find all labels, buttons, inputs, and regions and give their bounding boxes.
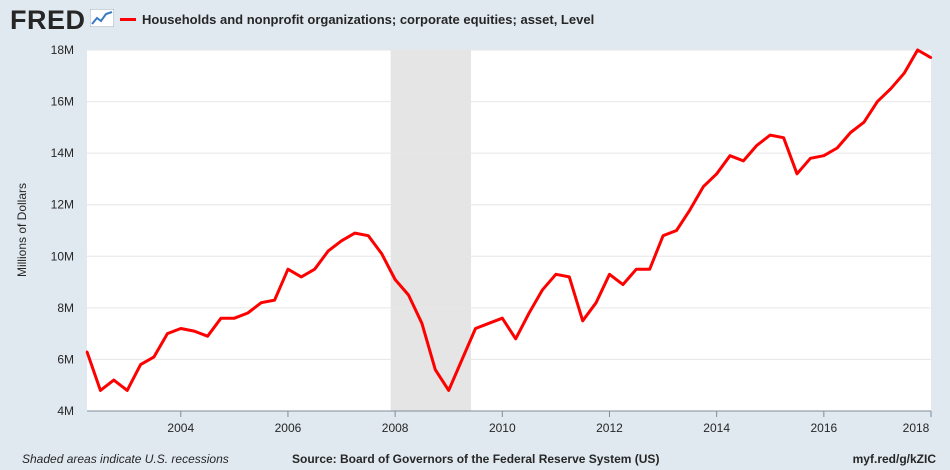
data-point (85, 350, 89, 353)
data-point (876, 100, 879, 103)
x-tick-label: 2004 (167, 421, 194, 435)
y-axis-label: Millions of Dollars (15, 183, 29, 277)
data-point (407, 293, 410, 297)
x-tick-label: 2006 (275, 421, 302, 435)
x-axis: 2004 2006 2008 2010 2012 2014 2016 2018 (87, 410, 932, 435)
y-tick-label: 4M (57, 404, 74, 418)
data-point (675, 229, 678, 232)
data-point (166, 332, 169, 335)
data-point (460, 358, 464, 361)
y-tick-label: 14M (51, 146, 74, 160)
data-point (635, 267, 638, 271)
data-point (581, 319, 584, 322)
data-point (326, 249, 330, 253)
data-point (554, 273, 558, 276)
y-axis: 4M 6M 8M 10M 12M 14M 16M 18M (51, 43, 74, 418)
x-tick-label: 2016 (810, 421, 837, 435)
data-point (139, 363, 142, 366)
data-point (313, 267, 316, 271)
data-point (179, 327, 182, 330)
data-point (340, 239, 343, 243)
data-point (809, 157, 812, 160)
data-point (795, 172, 799, 175)
data-point (621, 283, 625, 286)
series-group (85, 48, 933, 392)
data-point (715, 172, 718, 175)
y-tick-label: 18M (51, 43, 74, 57)
data-point (702, 185, 705, 188)
data-point (192, 329, 196, 333)
data-point (889, 87, 893, 90)
data-point (608, 273, 611, 276)
data-point (300, 275, 303, 279)
x-tick-label: 2008 (382, 421, 409, 435)
data-point (206, 335, 209, 338)
data-point (742, 159, 745, 163)
data-point (541, 288, 544, 292)
x-tick-label: 2010 (489, 421, 516, 435)
data-point (259, 301, 263, 304)
y-tick-label: 12M (51, 198, 74, 212)
data-point (782, 136, 785, 139)
data-point (527, 311, 531, 315)
data-point (273, 298, 276, 302)
data-point (420, 322, 424, 325)
data-point (152, 355, 156, 359)
data-point (903, 72, 906, 75)
data-point (822, 154, 826, 157)
data-point (501, 316, 504, 320)
data-point (769, 133, 772, 137)
recession-note: Shaded areas indicate U.S. recessions (22, 452, 229, 466)
data-point (393, 278, 397, 281)
plot-area (87, 50, 931, 411)
data-point (514, 337, 517, 340)
data-point (353, 231, 357, 235)
data-point (380, 252, 383, 255)
data-point (219, 316, 223, 320)
data-point (568, 275, 571, 279)
data-point (648, 267, 651, 271)
data-point (447, 389, 450, 392)
data-point (233, 316, 236, 320)
data-point (434, 368, 437, 371)
y-tick-label: 16M (51, 95, 74, 109)
data-point (125, 389, 129, 392)
chart-header: FRED Households and nonprofit organizati… (0, 0, 950, 40)
data-point (862, 121, 866, 124)
data-point (99, 389, 102, 392)
x-tick-label: 2018 (903, 421, 930, 435)
data-point (849, 131, 852, 134)
data-point (728, 154, 732, 157)
data-point (474, 327, 477, 330)
y-tick-label: 10M (51, 249, 74, 263)
series-line (85, 48, 932, 392)
data-point (594, 301, 598, 304)
data-point (688, 208, 692, 212)
data-point (836, 146, 839, 150)
fred-logo-chart-icon (90, 9, 114, 27)
data-point (929, 56, 933, 59)
data-point (755, 144, 759, 147)
data-point (916, 48, 919, 52)
data-point (661, 234, 665, 237)
data-point (367, 234, 370, 237)
x-tick-label: 2014 (703, 421, 730, 435)
short-link[interactable]: myf.red/g/kZIC (852, 452, 936, 466)
data-point (246, 311, 249, 315)
x-tick-label: 2012 (596, 421, 623, 435)
fred-logo[interactable]: FRED (10, 5, 86, 35)
data-point (487, 322, 491, 325)
legend-label: Households and nonprofit organizations; … (142, 12, 595, 27)
y-tick-label: 6M (57, 352, 74, 366)
y-tick-label: 8M (57, 301, 74, 315)
data-point (286, 267, 290, 271)
source-credit: Source: Board of Governors of the Federa… (292, 452, 660, 466)
legend-swatch (120, 18, 136, 21)
data-point (112, 378, 115, 382)
